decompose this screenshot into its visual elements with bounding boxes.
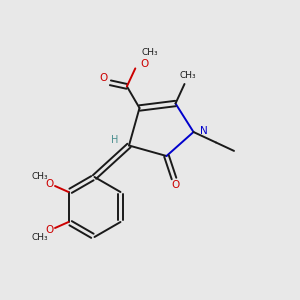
Text: CH₃: CH₃ bbox=[31, 233, 48, 242]
Text: O: O bbox=[100, 73, 108, 83]
Text: O: O bbox=[46, 225, 54, 235]
Text: N: N bbox=[200, 126, 208, 136]
Text: CH₃: CH₃ bbox=[141, 48, 158, 57]
Text: O: O bbox=[46, 179, 54, 189]
Text: O: O bbox=[171, 180, 180, 190]
Text: CH₃: CH₃ bbox=[180, 70, 196, 80]
Text: H: H bbox=[111, 135, 118, 145]
Text: O: O bbox=[141, 59, 149, 69]
Text: CH₃: CH₃ bbox=[31, 172, 48, 181]
